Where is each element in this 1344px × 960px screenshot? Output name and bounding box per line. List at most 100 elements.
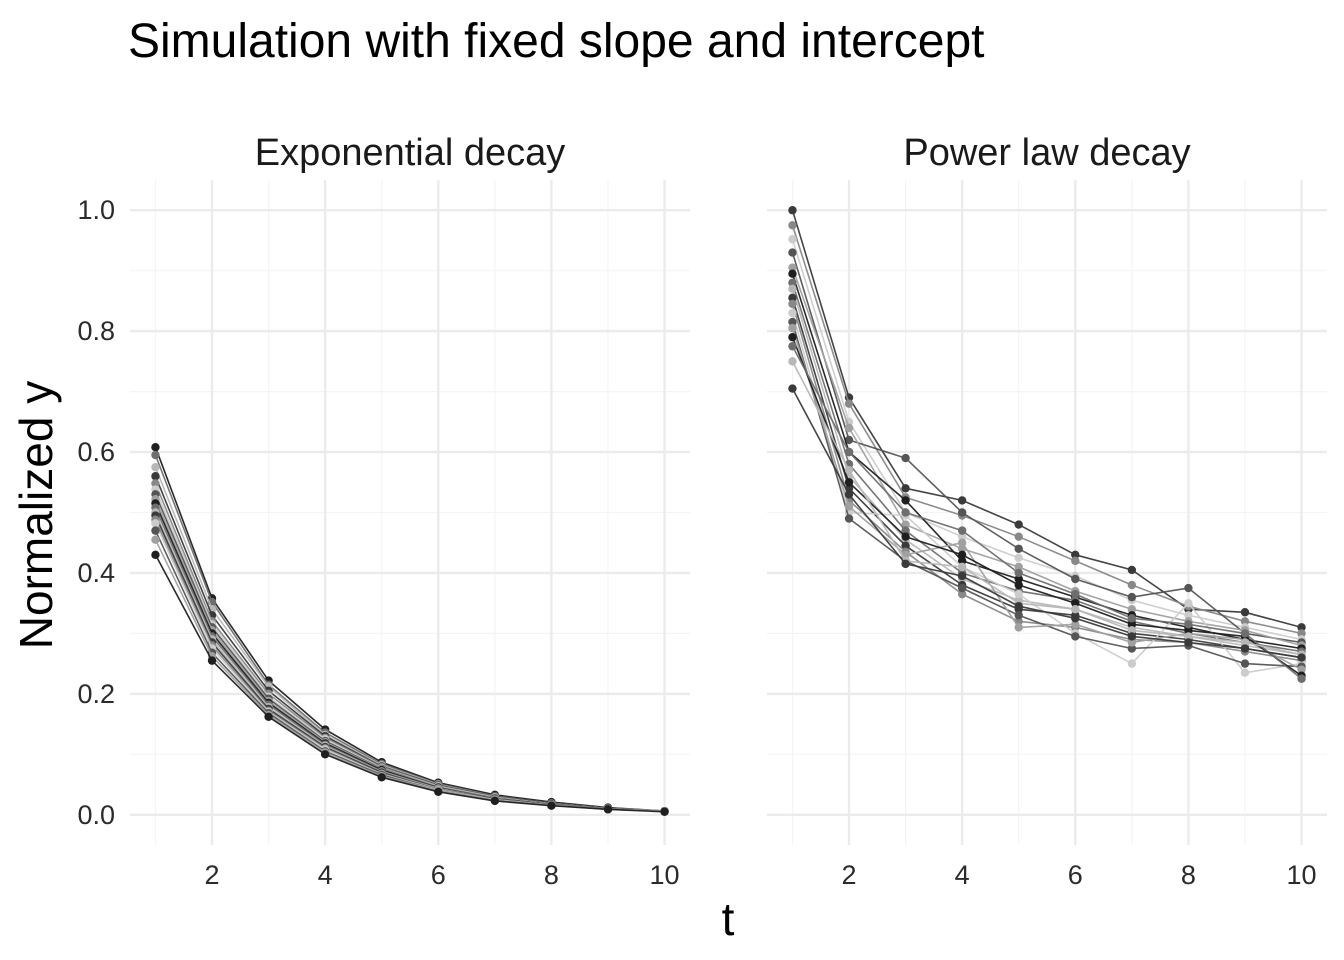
data-point	[490, 796, 500, 805]
data-point	[1297, 674, 1306, 683]
data-point	[547, 800, 556, 809]
data-point	[1184, 583, 1193, 593]
data-point	[1297, 623, 1306, 632]
data-point	[1297, 629, 1306, 638]
data-point	[1014, 617, 1023, 626]
y-tick-label: 0.4	[77, 558, 115, 588]
data-point	[844, 447, 854, 457]
data-point	[957, 496, 967, 505]
data-point	[264, 682, 273, 691]
data-point	[377, 762, 386, 772]
data-point	[264, 680, 273, 689]
data-point	[151, 450, 160, 460]
data-point	[1184, 629, 1193, 638]
data-point	[844, 478, 854, 487]
data-point	[264, 686, 273, 696]
data-point	[957, 556, 967, 566]
data-point	[377, 764, 386, 774]
data-point	[1297, 659, 1306, 668]
data-point	[264, 712, 273, 722]
data-point	[844, 496, 854, 505]
data-point	[1014, 580, 1023, 590]
data-point	[207, 617, 217, 626]
series-line	[791, 327, 1302, 671]
data-point	[603, 805, 613, 814]
data-point	[1240, 629, 1250, 638]
data-point	[1240, 623, 1250, 632]
data-point	[1014, 586, 1023, 596]
data-point	[660, 806, 669, 816]
data-point	[434, 783, 443, 792]
data-point	[901, 559, 910, 569]
data-point	[901, 508, 910, 517]
series-line	[791, 267, 1302, 647]
data-point	[1014, 562, 1023, 572]
data-point	[844, 508, 854, 517]
data-point	[1240, 629, 1250, 638]
data-point	[1297, 650, 1306, 659]
data-point	[1014, 595, 1023, 605]
data-point	[490, 794, 500, 804]
data-point	[1297, 653, 1306, 662]
data-point	[320, 735, 330, 744]
data-point	[1184, 605, 1193, 614]
data-point	[957, 562, 967, 572]
data-point	[434, 785, 443, 795]
data-point	[1127, 617, 1137, 626]
data-point	[844, 399, 854, 408]
data-point	[547, 800, 556, 810]
data-point	[901, 556, 910, 566]
data-point	[844, 459, 854, 469]
data-point	[901, 511, 910, 520]
data-point	[1184, 638, 1193, 647]
data-point	[1014, 605, 1023, 614]
data-point	[490, 794, 500, 803]
data-point	[207, 605, 217, 614]
series-line	[791, 238, 1302, 641]
series-line	[154, 446, 665, 812]
data-point	[151, 550, 160, 560]
data-point	[377, 767, 386, 776]
data-point	[603, 804, 613, 813]
series-line	[154, 494, 665, 812]
data-point	[320, 747, 330, 756]
data-point	[844, 423, 854, 433]
data-point	[788, 323, 797, 333]
data-point	[1184, 632, 1193, 641]
data-point	[603, 804, 613, 813]
data-point	[901, 453, 910, 463]
data-point	[547, 800, 556, 810]
data-point	[1127, 635, 1137, 644]
data-point	[320, 733, 330, 743]
series-line	[154, 523, 665, 812]
data-point	[547, 799, 556, 809]
data-point	[264, 707, 273, 717]
data-point	[1071, 632, 1080, 641]
data-point	[660, 806, 669, 816]
data-point	[151, 508, 160, 517]
data-point	[547, 799, 556, 809]
data-point	[264, 698, 273, 708]
data-point	[957, 550, 967, 560]
data-point	[660, 806, 669, 816]
data-point	[1184, 620, 1193, 629]
x-tick-label: 4	[955, 860, 970, 890]
data-point	[207, 648, 217, 657]
data-point	[1071, 620, 1080, 629]
data-point	[264, 706, 273, 715]
data-point	[844, 447, 854, 457]
data-point	[1297, 656, 1306, 665]
data-point	[957, 532, 967, 541]
data-point	[207, 623, 217, 632]
data-point	[660, 806, 669, 816]
data-point	[207, 644, 217, 653]
data-point	[151, 515, 160, 524]
data-point	[1127, 592, 1137, 602]
data-point	[490, 793, 500, 802]
series-line	[791, 303, 1302, 662]
data-point	[1014, 568, 1023, 578]
data-point	[320, 739, 330, 748]
data-point	[788, 221, 797, 230]
series-line	[154, 466, 665, 812]
data-point	[207, 638, 217, 647]
